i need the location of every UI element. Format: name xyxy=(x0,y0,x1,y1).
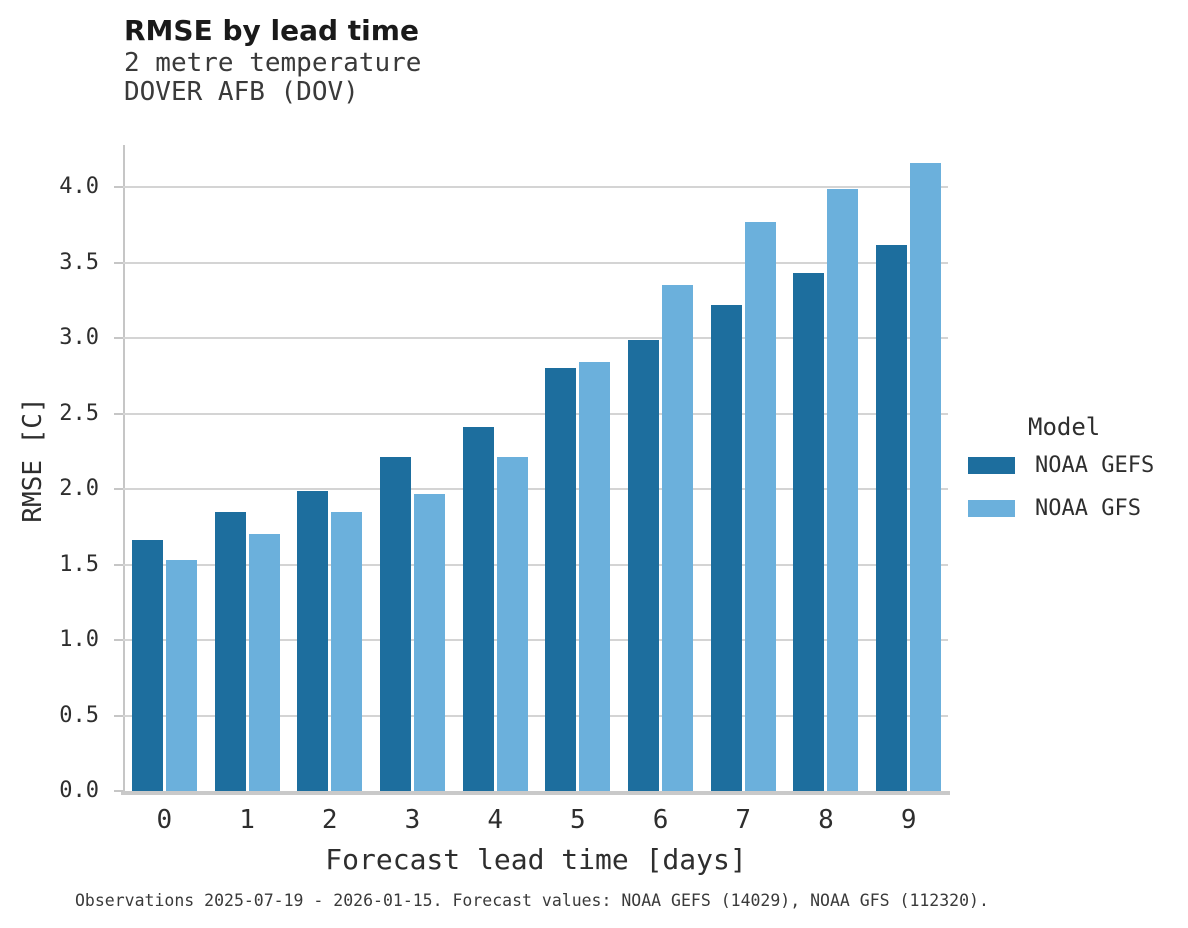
y-tick-label: 3.5 xyxy=(59,249,99,275)
bar-noaa-gefs-day-5 xyxy=(545,368,577,791)
y-tick-mark xyxy=(114,639,123,642)
bar-noaa-gfs-day-2 xyxy=(331,511,363,791)
x-tick-label: 4 xyxy=(487,805,503,835)
bar-noaa-gefs-day-6 xyxy=(628,339,660,791)
y-tick-mark xyxy=(114,186,123,189)
bar-noaa-gefs-day-3 xyxy=(379,457,411,791)
bar-noaa-gfs-day-5 xyxy=(579,362,611,791)
x-tick-label: 0 xyxy=(156,805,173,835)
bar-noaa-gefs-day-2 xyxy=(297,490,329,791)
y-tick-label: 2.5 xyxy=(59,400,99,426)
x-tick-label: 1 xyxy=(239,805,255,835)
x-tick-label: 5 xyxy=(570,805,586,835)
bar-noaa-gfs-day-3 xyxy=(413,493,445,791)
legend-swatch xyxy=(968,500,1015,517)
bar-noaa-gefs-day-9 xyxy=(876,244,908,791)
y-tick-label: 2.0 xyxy=(59,476,99,502)
legend: Model NOAA GEFS NOAA GFS xyxy=(968,413,1154,521)
y-tick-mark xyxy=(114,261,123,264)
y-axis-spine xyxy=(123,145,125,791)
bar-noaa-gefs-day-1 xyxy=(214,511,246,791)
x-tick-label: 2 xyxy=(321,805,338,835)
gridline-y-1.5 xyxy=(123,563,948,566)
legend-item-noaa-gefs: NOAA GEFS xyxy=(968,453,1154,478)
footer-caption: Observations 2025-07-19 - 2026-01-15. Fo… xyxy=(75,891,989,910)
bar-noaa-gefs-day-7 xyxy=(710,305,742,791)
bar-noaa-gfs-day-1 xyxy=(248,534,280,791)
y-tick-label: 4.0 xyxy=(59,174,99,200)
legend-item-noaa-gfs: NOAA GFS xyxy=(968,496,1154,521)
bar-noaa-gfs-day-6 xyxy=(662,285,694,791)
x-tick-label: 6 xyxy=(652,805,669,835)
y-tick-label: 0.5 xyxy=(59,702,99,728)
y-tick-label: 3.0 xyxy=(59,325,99,351)
chart-subtitle-station: DOVER AFB (DOV) xyxy=(124,77,359,107)
x-tick-label: 9 xyxy=(900,805,917,835)
chart-title: RMSE by lead time xyxy=(124,14,419,47)
y-tick-mark xyxy=(114,714,123,717)
gridline-y-3.5 xyxy=(123,261,948,264)
plot-area: 0.0 0.5 1.0 1.5 2.0 2.5 3.0 3.5 4.0 0 1 2 3 4 5 6 7 8 9 xyxy=(59,145,950,835)
bar-noaa-gfs-day-8 xyxy=(827,188,859,791)
legend-swatch xyxy=(968,457,1015,474)
bar-noaa-gefs-day-0 xyxy=(131,540,163,791)
y-tick-mark xyxy=(114,337,123,340)
gridline-y-3.0 xyxy=(123,337,948,340)
legend-title: Model xyxy=(1028,413,1101,441)
x-tick-label: 7 xyxy=(735,805,752,835)
gridline-y-0.5 xyxy=(123,714,948,717)
gridline-y-4.0 xyxy=(123,186,948,189)
bar-noaa-gefs-day-8 xyxy=(793,273,825,791)
gridline-y-2.0 xyxy=(123,488,948,491)
legend-items: NOAA GEFS NOAA GFS xyxy=(968,453,1154,521)
x-axis-label: Forecast lead time [days] xyxy=(325,843,747,876)
y-tick-label: 1.0 xyxy=(59,627,99,653)
legend-item-label: NOAA GEFS xyxy=(1035,453,1155,478)
bar-noaa-gfs-day-0 xyxy=(165,560,197,791)
bar-noaa-gfs-day-7 xyxy=(744,221,776,791)
chart-subtitle-variable: 2 metre temperature xyxy=(124,48,422,78)
bar-noaa-gfs-day-9 xyxy=(910,163,942,791)
legend-item-label: NOAA GFS xyxy=(1035,496,1141,521)
y-tick-label: 1.5 xyxy=(59,551,99,577)
y-tick-mark xyxy=(114,488,123,491)
y-tick-mark xyxy=(114,790,123,792)
y-tick-label: 0.0 xyxy=(59,778,99,803)
bar-noaa-gefs-day-4 xyxy=(462,427,494,791)
bar-noaa-gfs-day-4 xyxy=(496,457,528,791)
y-tick-mark xyxy=(114,563,123,566)
y-tick-mark xyxy=(114,412,123,415)
gridline-y-2.5 xyxy=(123,412,948,415)
x-tick-label: 3 xyxy=(404,805,421,835)
x-axis-baseline xyxy=(121,791,950,795)
gridline-y-1.0 xyxy=(123,639,948,642)
x-tick-label: 8 xyxy=(818,805,834,835)
